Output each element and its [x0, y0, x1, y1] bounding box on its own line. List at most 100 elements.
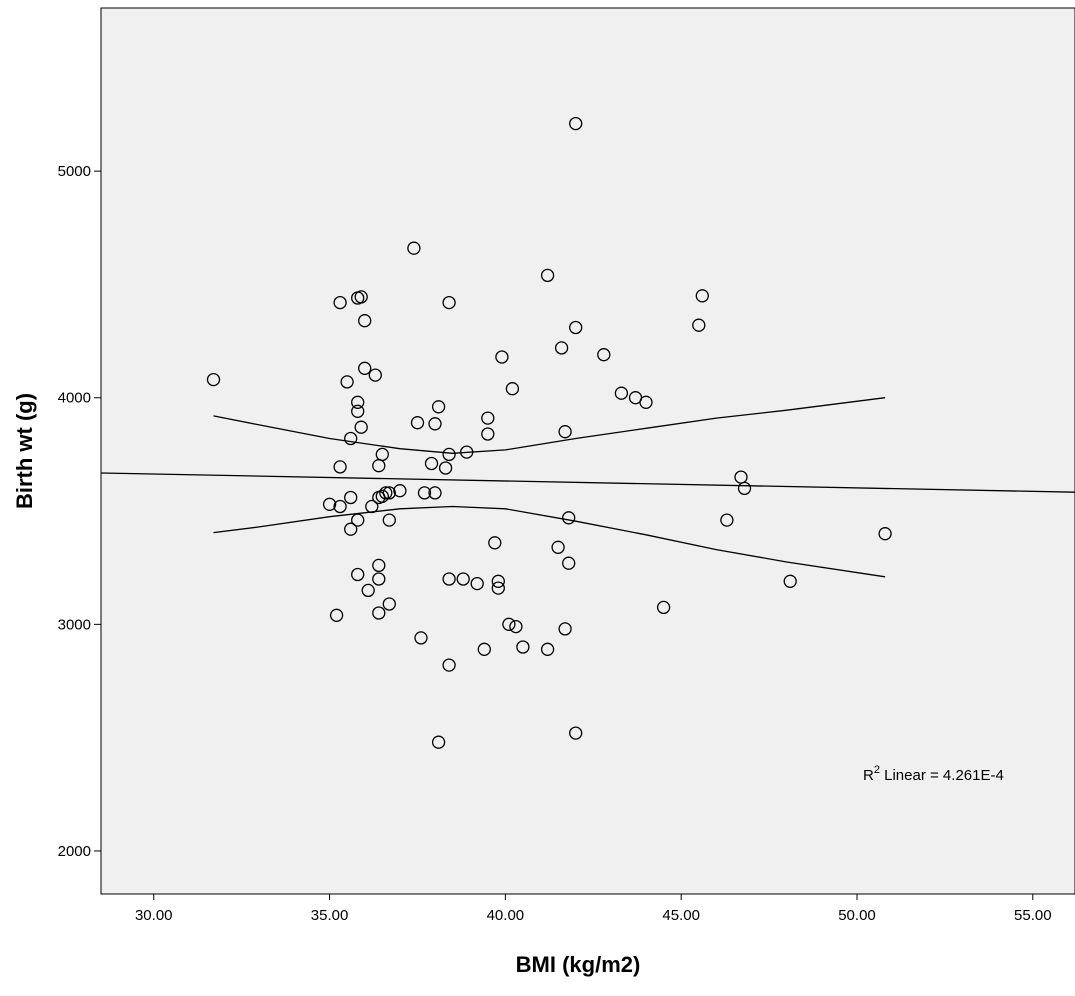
data-point	[456, 572, 470, 586]
data-point	[206, 372, 221, 387]
x-tick-label: 35.00	[311, 907, 349, 924]
data-point	[540, 268, 555, 283]
plot-area	[100, 7, 1075, 895]
data-point	[481, 427, 495, 441]
data-point	[351, 395, 365, 409]
r-squared-annotation: R2 Linear = 4.261E-4	[863, 764, 1004, 784]
confidence-upper-curve	[213, 397, 886, 454]
data-point	[361, 583, 375, 598]
data-point	[351, 513, 365, 527]
y-tick-label: 4000	[58, 390, 91, 407]
data-point	[351, 404, 365, 418]
data-point	[516, 640, 530, 654]
data-point	[491, 581, 505, 595]
data-point	[569, 116, 583, 131]
data-point	[569, 320, 583, 335]
data-point	[372, 606, 386, 620]
data-point	[431, 735, 446, 749]
data-point	[372, 572, 386, 586]
data-point	[344, 431, 358, 446]
data-point	[491, 574, 505, 588]
data-points	[206, 116, 892, 749]
x-tick-label: 30.00	[135, 907, 173, 924]
data-point	[358, 314, 372, 328]
data-point	[878, 527, 892, 541]
y-axis-title: Birth wt (g)	[12, 393, 37, 509]
data-point	[340, 375, 354, 389]
x-tick-label: 40.00	[487, 907, 525, 924]
data-point	[329, 608, 344, 622]
data-point	[382, 513, 396, 527]
data-point	[333, 460, 347, 474]
data-point	[354, 420, 368, 434]
data-point	[460, 445, 474, 459]
data-point	[505, 382, 520, 396]
data-point	[477, 642, 491, 656]
data-point	[375, 489, 389, 503]
x-tick-label: 50.00	[838, 907, 876, 924]
r-squared-superscript: 2	[874, 764, 880, 776]
data-point	[562, 511, 576, 525]
data-point	[351, 567, 365, 582]
data-point	[614, 386, 629, 400]
data-point	[569, 726, 583, 740]
data-point	[410, 416, 425, 430]
data-point	[783, 574, 797, 588]
data-point	[322, 497, 337, 511]
data-point	[656, 600, 671, 615]
data-point	[558, 425, 572, 439]
data-point	[509, 619, 523, 634]
data-point	[551, 540, 565, 554]
r-squared-text: Linear = 4.261E-4	[880, 767, 1004, 784]
regression-line	[100, 472, 1075, 493]
x-axis: 30.00 35.00 40.00 45.00 50.00 55.00	[135, 894, 1052, 924]
data-point	[639, 395, 653, 409]
data-point	[442, 295, 456, 310]
data-point	[720, 513, 734, 527]
data-point	[368, 368, 382, 382]
y-tick-label: 5000	[58, 163, 91, 180]
data-point	[382, 597, 396, 611]
data-point	[379, 486, 393, 500]
data-point	[372, 459, 386, 473]
data-point	[562, 556, 576, 570]
x-tick-label: 45.00	[662, 907, 700, 924]
x-tick-label: 55.00	[1014, 907, 1052, 924]
data-point	[438, 461, 453, 475]
data-point	[354, 290, 368, 304]
data-point	[442, 447, 456, 462]
r-squared-prefix: R	[863, 767, 874, 784]
data-point	[737, 481, 752, 496]
data-point	[431, 400, 446, 414]
data-point	[407, 241, 421, 255]
data-point	[365, 499, 379, 514]
data-point	[333, 499, 347, 514]
data-point	[442, 572, 456, 586]
data-point	[442, 658, 456, 672]
data-point	[424, 456, 439, 471]
data-point	[554, 341, 569, 355]
data-point	[488, 536, 502, 550]
y-tick-label: 2000	[58, 843, 91, 860]
data-point	[692, 318, 706, 332]
y-axis: 2000 3000 4000 5000	[58, 163, 101, 860]
data-point	[358, 361, 372, 375]
data-point	[470, 576, 484, 591]
data-point	[502, 617, 516, 631]
data-point	[558, 622, 572, 636]
data-point	[393, 484, 407, 498]
data-point	[597, 348, 611, 362]
data-point	[695, 289, 709, 303]
data-point	[344, 522, 358, 536]
data-point	[540, 642, 555, 656]
data-point	[417, 486, 432, 500]
data-point	[481, 411, 495, 425]
data-point	[428, 417, 442, 431]
x-axis-title: BMI (kg/m2)	[516, 952, 641, 977]
data-point	[372, 558, 386, 573]
data-point	[344, 490, 358, 505]
data-point	[414, 631, 428, 645]
fit-lines	[100, 397, 1075, 578]
data-point	[428, 486, 442, 500]
